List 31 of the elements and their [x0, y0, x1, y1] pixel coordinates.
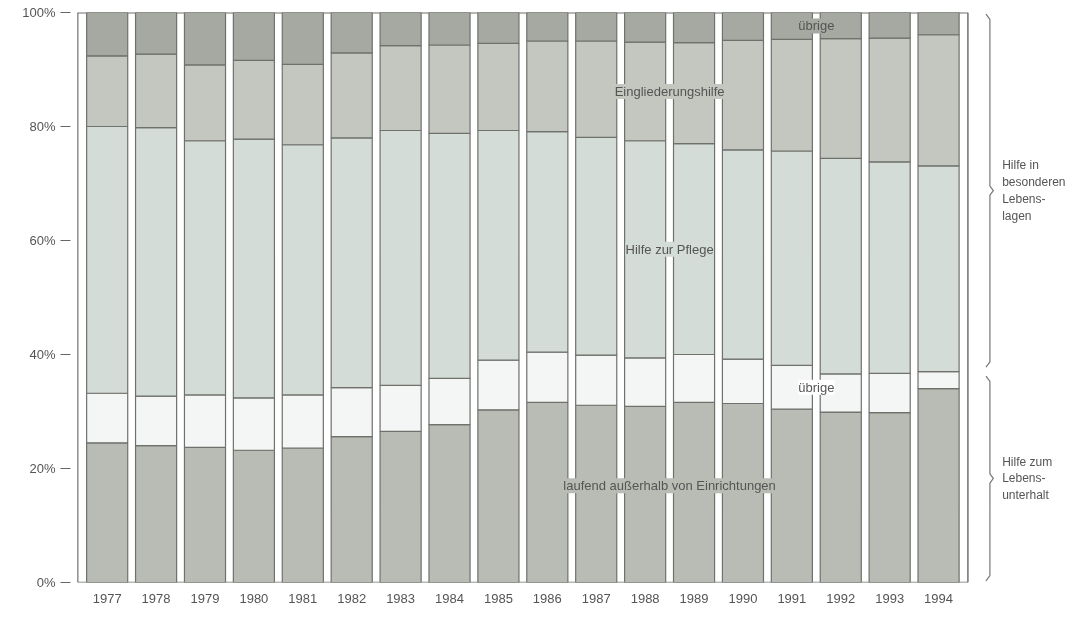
x-tick-label: 1979 — [190, 590, 220, 606]
text: Hilfe zum Lebens- unterhalt — [1002, 454, 1053, 503]
y-tick-label: 40% — [29, 347, 56, 362]
x-tick-label: 1991 — [777, 590, 807, 606]
x-tick-label: 1980 — [239, 590, 269, 606]
x-tick-label: 1983 — [386, 590, 416, 606]
x-tick-label: 1981 — [288, 590, 318, 606]
text: Hilfe in besonderen Lebens- lagen — [1002, 158, 1066, 223]
y-tick-label: 100% — [22, 5, 56, 20]
x-tick-label: 1985 — [483, 590, 513, 606]
x-tick-label: 1984 — [435, 590, 464, 606]
x-tick-label: 1988 — [630, 590, 660, 606]
x-tick-label: 1994 — [924, 590, 954, 606]
x-tick-label: 1977 — [92, 590, 122, 606]
x-tick-label: 1990 — [728, 590, 758, 606]
series-label: laufend außerhalb von Einrichtungen — [563, 478, 776, 494]
series-label: Eingliederungshilfe — [614, 83, 725, 99]
x-tick-label: 1987 — [581, 590, 611, 606]
series-label: übrige — [798, 18, 835, 34]
x-tick-label: 1989 — [679, 590, 709, 606]
x-tick-label: 1992 — [826, 590, 856, 606]
y-tick-label: 0% — [36, 575, 56, 590]
series-label: übrige — [798, 379, 835, 395]
x-tick-label: 1982 — [337, 590, 367, 606]
x-tick-label: 1993 — [875, 590, 905, 606]
x-tick-label: 1978 — [141, 590, 171, 606]
y-tick-label: 60% — [29, 233, 56, 248]
x-tick-label: 1986 — [532, 590, 562, 606]
series-label: Hilfe zur Pflege — [625, 241, 714, 257]
y-tick-label: 80% — [29, 119, 56, 134]
y-tick-label: 20% — [29, 461, 56, 476]
